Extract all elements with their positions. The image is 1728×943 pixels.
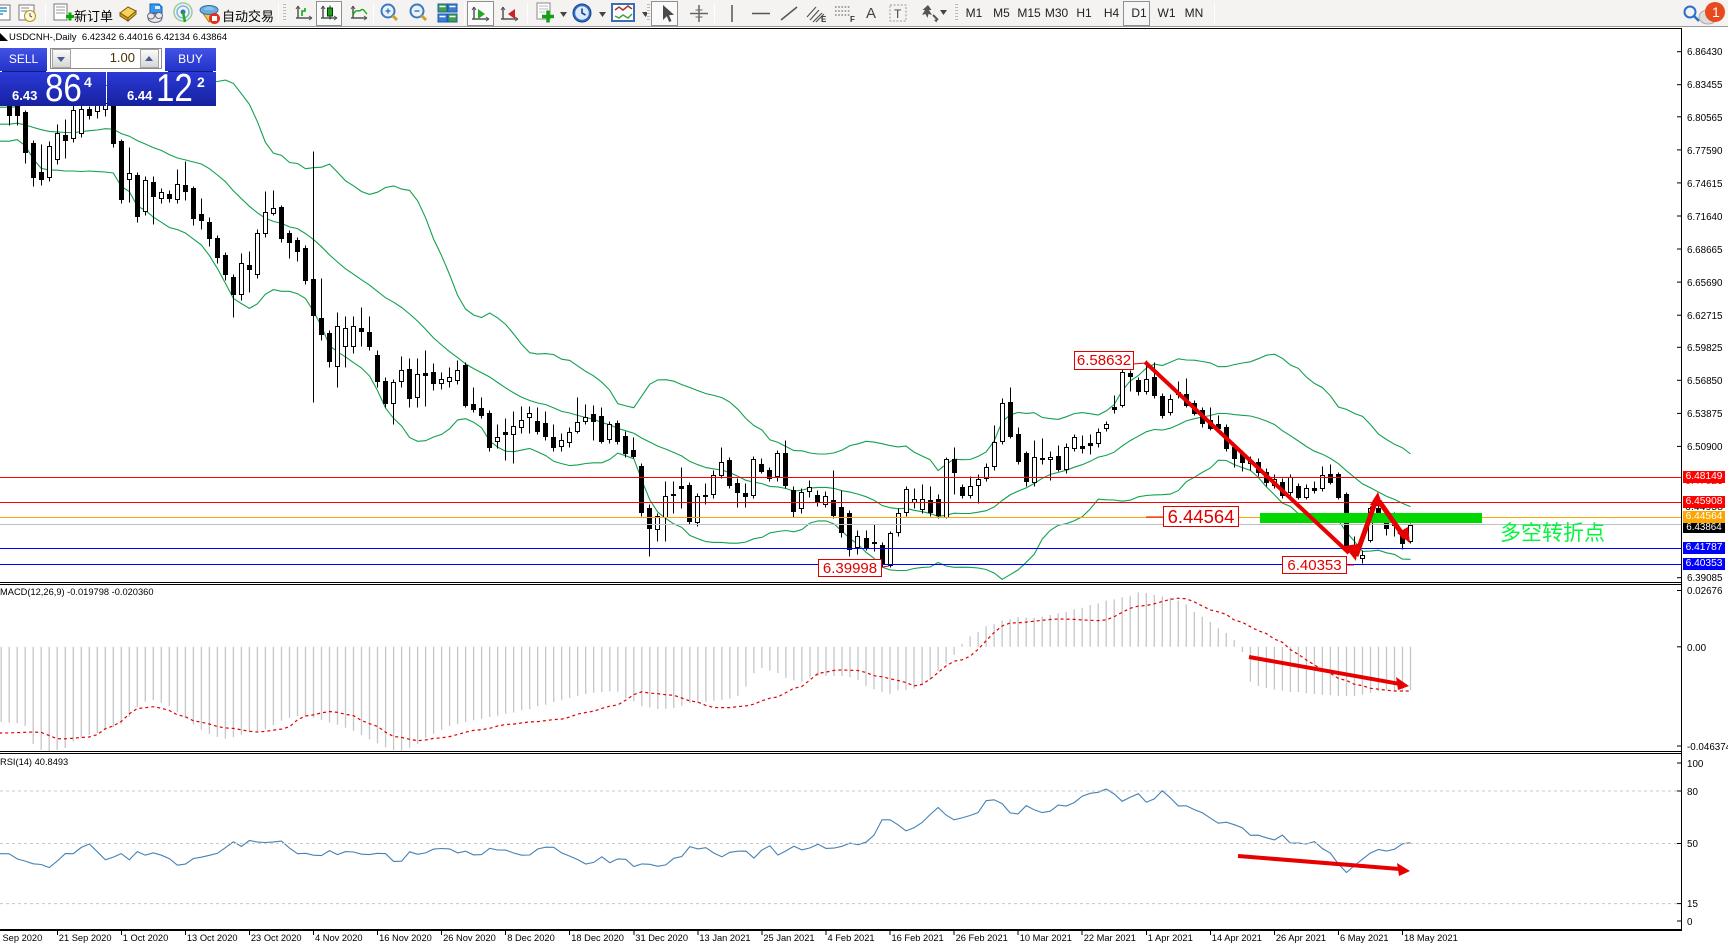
- svg-text:1: 1: [1712, 4, 1720, 20]
- svg-text:F: F: [850, 15, 855, 23]
- svg-text:E: E: [821, 15, 827, 23]
- svg-text:多空转折点: 多空转折点: [1500, 522, 1605, 545]
- svg-text:T: T: [894, 7, 902, 21]
